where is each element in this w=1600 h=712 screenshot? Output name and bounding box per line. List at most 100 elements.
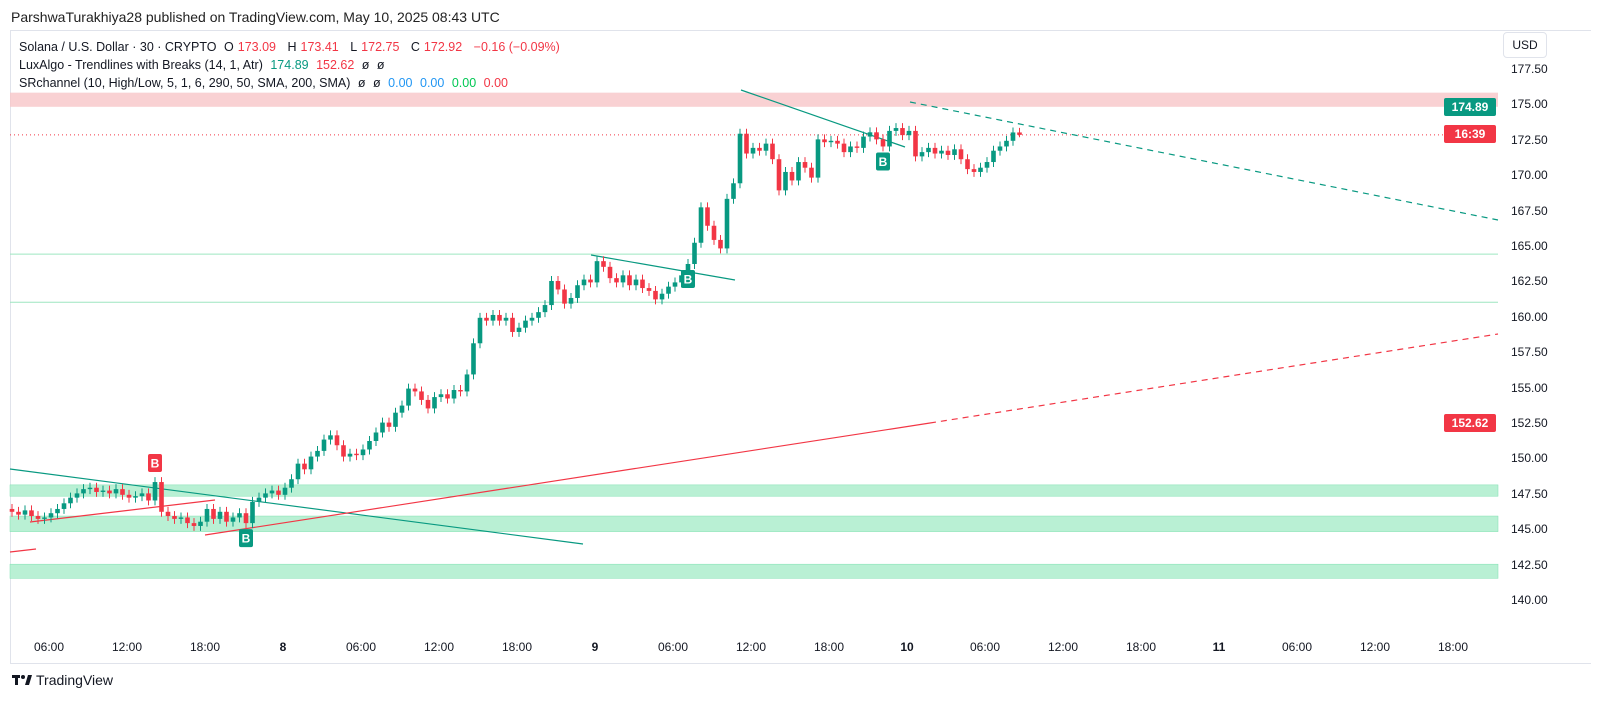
candle-body: [978, 167, 983, 172]
candle: [893, 123, 899, 136]
candle: [861, 131, 866, 153]
candle: [1010, 127, 1016, 146]
candle: [354, 448, 359, 461]
indicator-value: 0.00: [388, 76, 413, 90]
candle: [165, 506, 171, 521]
lower-trendline-price-label: 152.62: [1444, 414, 1496, 432]
candle-body: [802, 162, 808, 168]
candle-body: [146, 493, 151, 501]
candle-body: [302, 463, 307, 470]
candle: [295, 458, 301, 485]
candle: [692, 237, 697, 269]
candle-body: [822, 139, 827, 143]
candle: [770, 138, 775, 165]
candle: [724, 193, 730, 254]
time-tick: 06:00: [345, 640, 377, 654]
candle: [932, 142, 938, 159]
high-value: 173.41: [300, 40, 339, 54]
candle: [100, 485, 106, 497]
candle: [874, 127, 879, 145]
resistance-zone: [10, 92, 1498, 107]
candle-body: [672, 282, 678, 287]
candle-body: [523, 320, 528, 328]
candle-body: [633, 279, 639, 286]
candle-body: [22, 510, 28, 515]
candle-body: [464, 374, 470, 392]
price-tick: 172.50: [1511, 132, 1548, 147]
candle-body: [698, 207, 704, 243]
price-tick: 170.00: [1511, 168, 1548, 183]
high-label: H: [287, 40, 297, 54]
candle-body: [35, 516, 41, 519]
candle: [1017, 127, 1022, 138]
candle-body: [653, 290, 658, 300]
candle: [477, 312, 483, 349]
candle-body: [269, 490, 275, 494]
candle: [698, 202, 704, 248]
symbol-title[interactable]: Solana / U.S. Dollar · 30 · CRYPTO: [19, 40, 217, 54]
candle: [900, 123, 905, 141]
close-value: 172.92: [423, 40, 463, 54]
candle-body: [471, 343, 476, 375]
candle-body: [809, 167, 814, 178]
indicator-value: ø: [376, 58, 385, 72]
candle-body: [191, 523, 197, 526]
candle: [250, 496, 255, 529]
candle: [536, 307, 541, 323]
candle: [523, 315, 528, 333]
candle-body: [575, 285, 580, 298]
low-field: L 172.75: [350, 40, 403, 54]
candle-body: [87, 487, 93, 490]
time-tick: 11: [1212, 640, 1226, 654]
indicator-name[interactable]: LuxAlgo - Trendlines with Breaks (14, 1,…: [19, 58, 263, 72]
candle: [230, 512, 236, 527]
bearish-break-marker: B: [148, 454, 162, 473]
candle-body: [562, 289, 567, 304]
candle-body: [971, 169, 977, 172]
candle-body: [997, 146, 1003, 151]
price-tick: 175.00: [1511, 97, 1548, 112]
marker-badge: [239, 529, 253, 548]
candle: [152, 477, 158, 506]
time-tick: 12:00: [111, 640, 143, 654]
candle-body: [74, 493, 80, 498]
candle-body: [919, 152, 925, 157]
candle: [113, 484, 119, 499]
chart-frame[interactable]: [10, 30, 1591, 664]
candle-body: [438, 394, 444, 398]
candle: [984, 157, 990, 173]
chart-legend: Solana / U.S. Dollar · 30 · CRYPTO O 173.…: [19, 38, 564, 92]
currency-button[interactable]: USD: [1503, 32, 1547, 58]
candle-body: [893, 128, 899, 131]
candle-body: [120, 489, 125, 495]
candle-body: [848, 146, 853, 153]
candle: [22, 505, 28, 520]
marker-label: B: [242, 532, 251, 546]
candle: [997, 141, 1003, 156]
lower-trendline-0: [9, 548, 37, 553]
candle: [614, 273, 619, 288]
candle-body: [835, 140, 840, 144]
bullish-break-marker: B: [239, 529, 253, 548]
candle: [926, 142, 931, 158]
candle: [321, 434, 327, 456]
candle: [464, 369, 470, 397]
candle: [178, 512, 184, 524]
candle-body: [419, 391, 424, 400]
tradingview-logo[interactable]: TradingView: [12, 672, 113, 688]
candle: [484, 312, 489, 326]
candle: [555, 276, 561, 295]
candle: [627, 270, 632, 291]
candle-body: [510, 317, 515, 332]
candle-body: [250, 501, 255, 524]
indicator-name[interactable]: SRchannel (10, High/Low, 5, 1, 6, 290, 5…: [19, 76, 351, 90]
candle-body: [347, 453, 353, 457]
candle-body: [737, 133, 743, 184]
price-tick: 157.50: [1511, 345, 1548, 360]
candle-body: [432, 397, 437, 409]
upper-trendline-price-label: 174.89: [1444, 98, 1496, 116]
candle-body: [913, 130, 918, 157]
candle-body: [958, 149, 964, 160]
marker-badge: [876, 152, 890, 171]
